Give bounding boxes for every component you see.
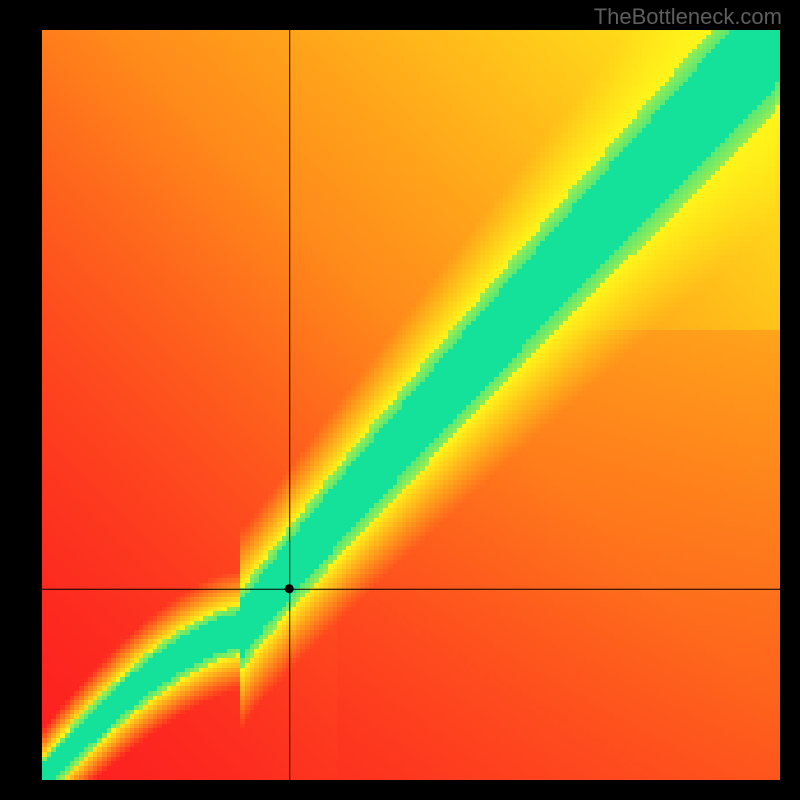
watermark-label: TheBottleneck.com xyxy=(594,4,782,30)
chart-container: TheBottleneck.com xyxy=(0,0,800,800)
bottleneck-heatmap xyxy=(42,30,780,780)
